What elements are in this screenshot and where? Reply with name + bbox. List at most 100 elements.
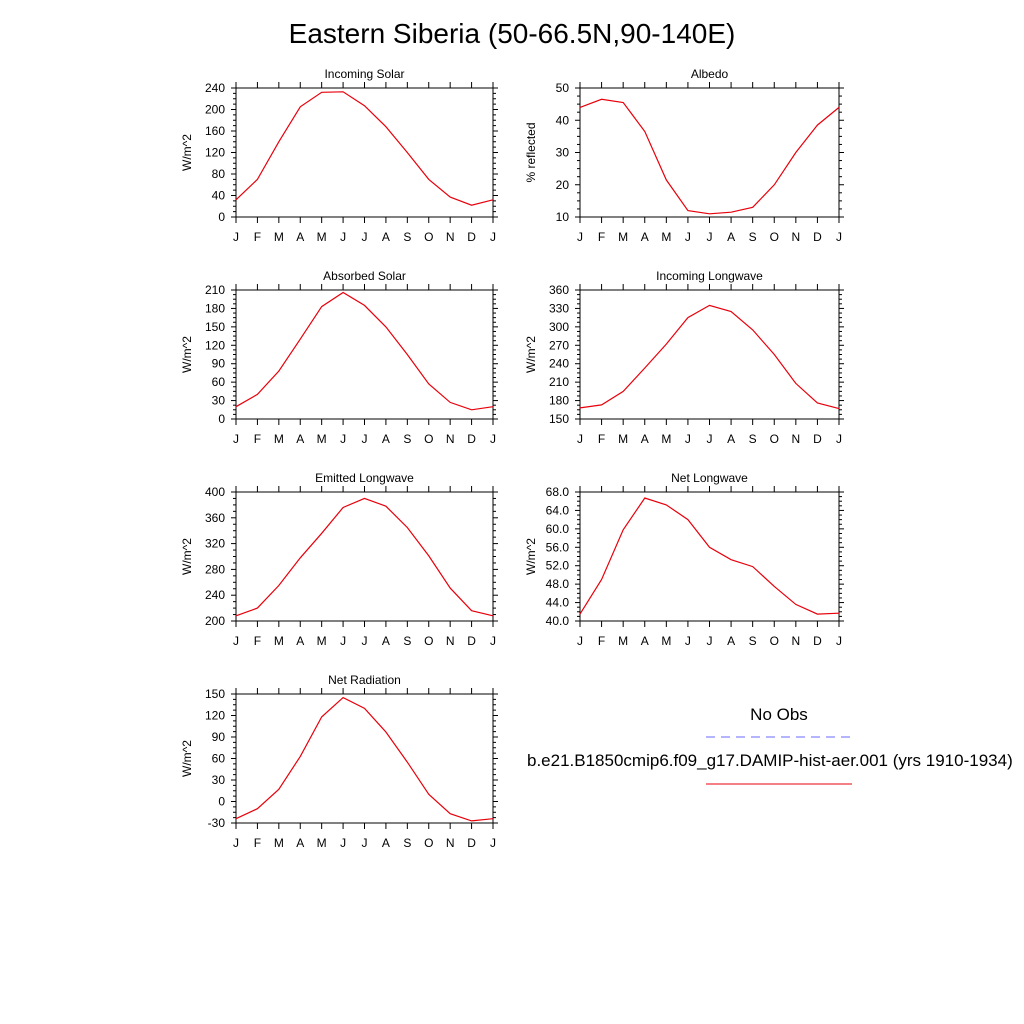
y-tick-label: 360 [549, 283, 569, 297]
series-line [235, 497, 494, 617]
chart-panel: Incoming Longwave W/m^2 150 180 210 240 270 300… [524, 269, 844, 446]
y-tick-label: 150 [205, 320, 225, 334]
panel-title: Incoming Longwave [656, 269, 763, 283]
y-tick-label: 44.0 [546, 596, 570, 610]
x-tick-label: F [254, 634, 261, 648]
y-tick-label: 30 [212, 773, 226, 787]
x-tick-label: S [403, 836, 411, 850]
y-tick-label: 120 [205, 709, 225, 723]
series-line [235, 291, 494, 411]
x-tick-label: J [577, 634, 583, 648]
y-tick-label: 40 [212, 189, 226, 203]
y-tick-label: 56.0 [546, 540, 570, 554]
y-tick-label: 48.0 [546, 577, 570, 591]
x-tick-label: N [791, 230, 800, 244]
x-tick-label: J [577, 230, 583, 244]
series-line [579, 304, 840, 410]
x-tick-label: O [424, 230, 433, 244]
plot-frame [579, 87, 840, 218]
x-tick-label: M [274, 230, 284, 244]
x-tick-label: O [770, 634, 779, 648]
x-tick-label: J [685, 634, 691, 648]
x-tick-label: M [618, 230, 628, 244]
y-tick-label: 0 [218, 210, 225, 224]
x-tick-label: D [467, 432, 476, 446]
y-tick-label: 0 [218, 795, 225, 809]
x-tick-label: J [490, 230, 496, 244]
series-line [235, 696, 494, 822]
x-tick-label: O [424, 634, 433, 648]
y-tick-label: 210 [205, 283, 225, 297]
x-tick-label: J [233, 432, 239, 446]
panel-title: Absorbed Solar [323, 269, 406, 283]
x-tick-label: F [598, 432, 605, 446]
x-tick-label: S [403, 230, 411, 244]
x-tick-label: A [641, 634, 649, 648]
x-tick-label: D [813, 634, 822, 648]
x-tick-label: D [813, 432, 822, 446]
legend-model-label: b.e21.B1850cmip6.f09_g17.DAMIP-hist-aer.… [527, 751, 1013, 770]
x-tick-label: A [727, 230, 735, 244]
y-tick-label: 240 [205, 588, 225, 602]
x-tick-label: A [382, 836, 390, 850]
x-tick-label: A [641, 230, 649, 244]
y-tick-label: 64.0 [546, 503, 570, 517]
y-axis-label: W/m^2 [524, 336, 538, 373]
y-axis-label: W/m^2 [180, 740, 194, 777]
x-tick-label: J [577, 432, 583, 446]
y-tick-label: 90 [212, 730, 226, 744]
y-tick-label: 90 [212, 357, 226, 371]
panel-title: Incoming Solar [324, 67, 404, 81]
series-line [579, 98, 840, 215]
y-tick-label: 0 [218, 412, 225, 426]
x-tick-label: N [446, 634, 455, 648]
series-line [579, 497, 840, 615]
y-tick-label: 120 [205, 146, 225, 160]
x-tick-label: J [340, 634, 346, 648]
x-tick-label: M [317, 432, 327, 446]
y-tick-label: 60.0 [546, 522, 570, 536]
plot-frame [235, 289, 494, 420]
x-tick-label: J [340, 230, 346, 244]
x-tick-label: J [233, 634, 239, 648]
panel-title: Albedo [691, 67, 729, 81]
x-tick-label: A [382, 230, 390, 244]
y-tick-label: 360 [205, 511, 225, 525]
y-tick-label: 60 [212, 752, 226, 766]
plot-frame [235, 693, 494, 824]
x-tick-label: J [490, 432, 496, 446]
x-tick-label: M [618, 634, 628, 648]
x-tick-label: O [770, 432, 779, 446]
plot-frame [235, 87, 494, 218]
x-tick-label: M [661, 432, 671, 446]
x-tick-label: N [791, 634, 800, 648]
x-tick-label: M [274, 634, 284, 648]
x-tick-label: M [274, 836, 284, 850]
x-tick-label: J [685, 230, 691, 244]
y-tick-label: 120 [205, 338, 225, 352]
y-tick-label: 30 [556, 146, 570, 160]
y-tick-label: 210 [549, 375, 569, 389]
x-tick-label: J [362, 230, 368, 244]
y-tick-label: 150 [205, 687, 225, 701]
x-tick-label: J [836, 230, 842, 244]
y-axis-label: W/m^2 [180, 538, 194, 575]
x-tick-label: F [254, 836, 261, 850]
x-tick-label: J [362, 432, 368, 446]
y-tick-label: 20 [556, 178, 570, 192]
x-tick-label: A [296, 634, 304, 648]
y-tick-label: 330 [549, 301, 569, 315]
x-tick-label: N [446, 432, 455, 446]
figure-title: Eastern Siberia (50-66.5N,90-140E) [288, 18, 736, 49]
y-tick-label: 280 [205, 562, 225, 576]
x-tick-label: O [424, 836, 433, 850]
y-tick-label: 68.0 [546, 485, 570, 499]
y-tick-label: 200 [205, 614, 225, 628]
y-tick-label: 400 [205, 485, 225, 499]
y-tick-label: 180 [205, 301, 225, 315]
x-tick-label: D [813, 230, 822, 244]
x-tick-label: J [490, 634, 496, 648]
